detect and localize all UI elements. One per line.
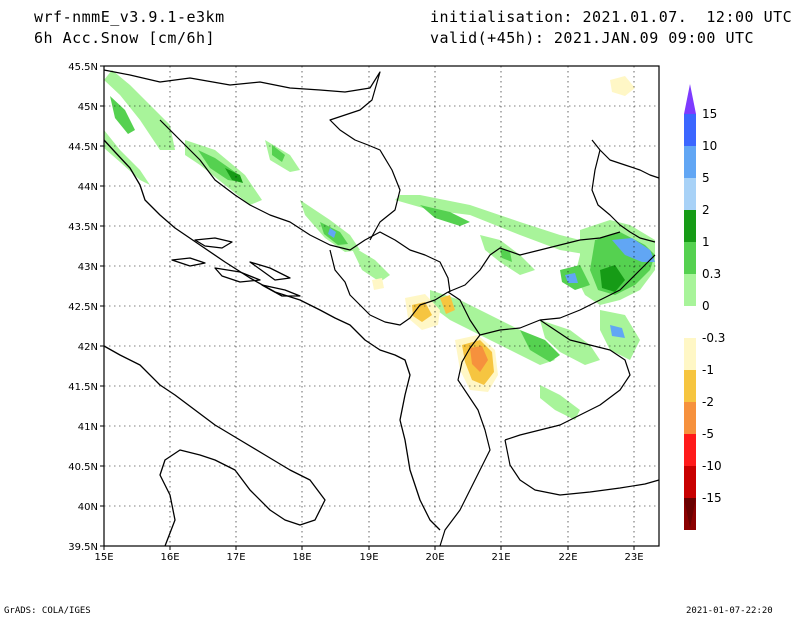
model-title: wrf-nmmE_v3.9.1-e3km <box>34 8 225 26</box>
lon-label: 18E <box>292 552 311 563</box>
lat-label: 42N <box>78 342 98 353</box>
lon-label: 21E <box>491 552 510 563</box>
lat-label: 45.5N <box>68 62 98 73</box>
colorbar-block <box>684 434 696 466</box>
init-time: initialisation: 2021.01.07. 12:00 UTC <box>430 8 793 26</box>
lon-label: 22E <box>558 552 577 563</box>
axis-ticks <box>100 65 635 550</box>
colorbar-block <box>684 338 696 370</box>
colorbar-block <box>684 242 696 274</box>
footer-credit: GrADS: COLA/IGES <box>4 606 91 616</box>
lat-label: 45N <box>78 102 98 113</box>
longitude-labels: 15E 16E 17E 18E 19E 20E 21E 22E 23E <box>94 552 643 563</box>
colorbar-top-arrow <box>684 84 696 114</box>
colorbar-block <box>684 114 696 146</box>
colorbar-block <box>684 274 696 306</box>
country-borders <box>103 69 660 547</box>
snow-field <box>104 70 655 420</box>
lat-label: 40N <box>78 502 98 513</box>
colorbar-label: 10 <box>702 139 717 153</box>
colorbar-label: 15 <box>702 107 717 121</box>
negative-field <box>405 294 498 392</box>
field-title: 6h Acc.Snow [cm/6h] <box>34 29 216 47</box>
lat-label: 41N <box>78 422 98 433</box>
lon-label: 20E <box>425 552 444 563</box>
lat-label: 43N <box>78 262 98 273</box>
colorbar-block <box>684 466 696 498</box>
colorbar-label: -1 <box>702 363 714 377</box>
colorbar-label: -5 <box>702 427 714 441</box>
colorbar-label: 0 <box>702 299 710 313</box>
lat-label: 39.5N <box>68 542 98 553</box>
colorbar-bottom-arrow <box>684 498 696 528</box>
lat-label: 42.5N <box>68 302 98 313</box>
colorbar-block <box>684 210 696 242</box>
lon-label: 15E <box>94 552 113 563</box>
valid-time: valid(+45h): 2021.JAN.09 09:00 UTC <box>430 29 755 47</box>
colorbar-label: -15 <box>702 491 722 505</box>
colorbar-label: -2 <box>702 395 714 409</box>
footer-timestamp: 2021-01-07-22:20 <box>686 606 773 616</box>
lon-label: 23E <box>624 552 643 563</box>
colorbar-label: -10 <box>702 459 722 473</box>
colorbar-block <box>684 402 696 434</box>
colorbar-block <box>684 306 696 338</box>
lat-label: 44.5N <box>68 142 98 153</box>
colorbar-label: 1 <box>702 235 710 249</box>
colorbar-label: 2 <box>702 203 710 217</box>
colorbar-block <box>684 370 696 402</box>
map-area <box>104 66 659 546</box>
lon-label: 19E <box>359 552 378 563</box>
colorbar-label: 0.3 <box>702 267 721 281</box>
colorbar-block <box>684 146 696 178</box>
colorbar-label: -0.3 <box>702 331 725 345</box>
lat-label: 43.5N <box>68 222 98 233</box>
lat-label: 41.5N <box>68 382 98 393</box>
coastlines <box>103 139 441 547</box>
colorbar-label: 5 <box>702 171 710 185</box>
colorbar-block <box>684 178 696 210</box>
lat-label: 40.5N <box>68 462 98 473</box>
latitude-labels: 45.5N 45N 44.5N 44N 43.5N 43N 42.5N 42N … <box>68 62 98 553</box>
colorbar: 15 10 5 2 1 0.3 0 -0.3 -1 -2 -5 -10 -15 <box>684 84 725 530</box>
lon-label: 17E <box>226 552 245 563</box>
lat-label: 44N <box>78 182 98 193</box>
lon-label: 16E <box>160 552 179 563</box>
